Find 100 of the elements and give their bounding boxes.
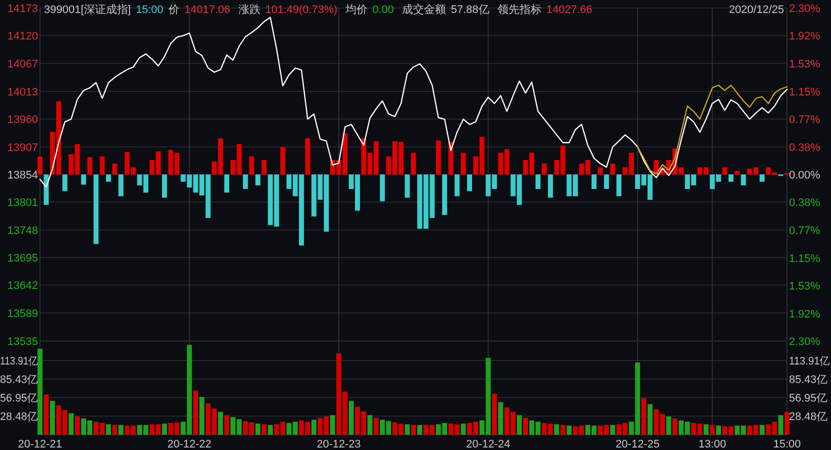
bar <box>548 174 553 198</box>
bar <box>404 424 410 435</box>
bar <box>50 132 55 174</box>
x-tick-label: 15:00 <box>773 438 801 450</box>
y-tick-label: 13854 <box>7 170 38 182</box>
bar <box>298 420 304 435</box>
bar <box>374 141 379 174</box>
bar <box>336 353 342 435</box>
bar <box>753 424 758 435</box>
bar <box>186 174 192 188</box>
y-tick-label: 28.48亿 <box>0 411 39 424</box>
bar <box>112 164 118 174</box>
bar <box>68 154 74 174</box>
bar <box>374 418 379 435</box>
bar <box>411 424 416 435</box>
bar <box>616 424 622 435</box>
bar <box>174 422 180 435</box>
bar <box>124 426 130 435</box>
y2-tick-label: 28.48亿 <box>789 411 828 424</box>
x-tick-label: 13:00 <box>698 438 726 450</box>
bar <box>628 152 634 174</box>
bar <box>87 420 92 435</box>
bar <box>498 402 504 435</box>
y2-tick-label: 85.43亿 <box>789 374 828 386</box>
bar <box>672 418 678 435</box>
bar <box>74 416 80 435</box>
bar <box>784 412 790 435</box>
bar <box>274 174 280 227</box>
bar <box>180 422 186 435</box>
bar <box>354 174 360 211</box>
bar <box>560 424 566 435</box>
bar <box>236 144 242 174</box>
bar <box>766 424 771 435</box>
bar <box>635 174 640 189</box>
bar <box>224 174 230 193</box>
bar <box>74 144 80 174</box>
bar <box>516 174 522 205</box>
bar <box>772 422 778 435</box>
bar <box>398 424 404 435</box>
bar <box>262 424 267 435</box>
y-tick-label: 13589 <box>7 308 38 320</box>
bar <box>318 174 323 200</box>
bar <box>280 146 286 174</box>
bar <box>704 167 709 174</box>
bar <box>206 174 211 218</box>
bar <box>498 152 504 174</box>
bar <box>50 400 55 435</box>
bar <box>635 362 640 435</box>
bar <box>697 424 702 435</box>
bar <box>610 164 616 174</box>
bar <box>704 424 709 435</box>
bar <box>367 415 372 435</box>
bar <box>168 150 174 174</box>
annotation: 14027.66 <box>546 4 592 16</box>
y-tick-label: 13748 <box>7 224 38 237</box>
y2-tick-label: 1.53% <box>789 280 820 292</box>
bar <box>604 424 609 435</box>
x-tick-label: 20-12-25 <box>616 438 660 450</box>
bar <box>361 138 366 174</box>
line-series <box>637 84 788 175</box>
bar <box>280 422 286 435</box>
bar <box>255 424 260 435</box>
annotation: 2020/12/25 <box>728 4 784 16</box>
annotation: 57.88亿 <box>450 4 490 16</box>
bar <box>722 426 728 435</box>
bar <box>747 168 752 174</box>
y2-tick-label: 113.91亿 <box>789 356 831 368</box>
bar <box>660 414 665 435</box>
bar <box>87 157 92 174</box>
bar <box>579 426 584 435</box>
bar <box>193 174 198 193</box>
bar <box>454 174 460 196</box>
bar <box>753 167 758 174</box>
bar <box>572 174 578 196</box>
bar <box>348 174 354 189</box>
bar <box>760 424 765 435</box>
bar <box>641 398 646 435</box>
bar <box>710 424 715 435</box>
bar <box>734 426 740 435</box>
y2-tick-label: 1.92% <box>789 30 820 43</box>
bar <box>622 167 628 174</box>
y2-tick-label: 0.77% <box>789 225 820 238</box>
annotation: 15:00 <box>136 4 164 16</box>
y2-tick-label: 0.00% <box>789 170 820 182</box>
bar <box>460 424 466 435</box>
bar <box>467 174 472 192</box>
bar <box>311 174 316 216</box>
bar <box>162 424 167 435</box>
bar <box>747 426 752 435</box>
bar <box>423 174 428 229</box>
bar <box>411 152 416 174</box>
bar <box>380 420 385 435</box>
bar <box>423 424 428 435</box>
bar <box>218 412 224 435</box>
bar <box>68 413 74 435</box>
annotation: 101.49(0.73%) <box>265 4 338 16</box>
bar <box>678 420 684 435</box>
bar <box>740 174 746 186</box>
bar <box>585 160 590 174</box>
bar <box>318 418 323 435</box>
